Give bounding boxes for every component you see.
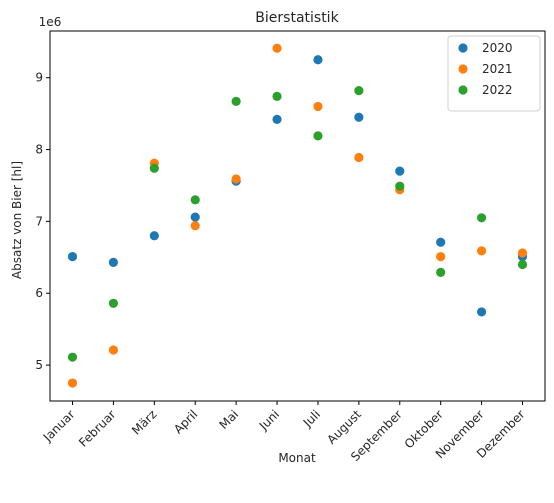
data-point-2021-April [190, 221, 200, 231]
legend-marker-2020 [458, 43, 468, 53]
data-point-2022-Juni [272, 91, 282, 101]
data-point-2022-März [149, 163, 159, 173]
legend-label-2021: 2021 [482, 62, 513, 76]
data-point-2021-Oktober [436, 251, 446, 262]
data-point-2020-Januar [67, 251, 78, 262]
plot-frame [49, 30, 546, 402]
data-point-2021-Juni [272, 43, 282, 53]
data-point-2021-Juli [313, 101, 323, 112]
y-tick-label: 5 [35, 358, 43, 372]
chart-title: Bierstatistik [255, 10, 339, 26]
data-point-2022-September [395, 181, 405, 191]
y-offset-label: 1e6 [39, 15, 62, 29]
data-point-2021-August [354, 152, 364, 163]
data-point-2022-August [354, 86, 364, 96]
legend-label-2022: 2022 [482, 83, 513, 97]
legend-marker-2022 [458, 85, 468, 95]
x-axis-label: Monat [278, 451, 316, 465]
data-point-2022-November [476, 213, 487, 223]
data-point-2020-November [476, 307, 487, 317]
y-tick-label: 9 [35, 71, 43, 85]
y-tick-label: 8 [35, 143, 43, 157]
legend-marker-2021 [458, 64, 468, 74]
data-point-2020-September [395, 166, 405, 176]
data-point-2020-April [190, 212, 200, 222]
legend-box [447, 35, 541, 112]
data-point-2020-Juni [272, 114, 282, 124]
data-point-2020-Oktober [436, 237, 446, 247]
legend-label-2020: 2020 [482, 41, 513, 55]
data-point-2020-Juli [313, 55, 323, 65]
y-tick-label: 6 [35, 286, 43, 300]
data-point-2021-Januar [67, 378, 78, 388]
data-point-2022-Februar [108, 298, 119, 308]
data-point-2022-Januar [67, 352, 78, 362]
data-point-2020-März [149, 231, 159, 241]
y-axis-label: Absatz von Bier [hl] [10, 161, 24, 279]
data-point-2022-Mai [231, 96, 241, 107]
data-point-2022-Dezember [517, 259, 528, 270]
legend: 2020 2021 2022 [447, 35, 541, 112]
data-point-2020-August [354, 112, 364, 122]
data-point-2020-Februar [108, 257, 119, 267]
data-point-2021-Dezember [517, 248, 528, 258]
data-point-2022-Juli [313, 131, 323, 141]
data-point-2021-Februar [108, 345, 119, 355]
data-point-2022-Oktober [436, 267, 446, 277]
data-point-2022-April [190, 195, 200, 205]
data-point-2021-Mai [231, 174, 241, 184]
y-tick-label: 7 [35, 214, 43, 228]
data-point-2021-November [476, 246, 487, 256]
